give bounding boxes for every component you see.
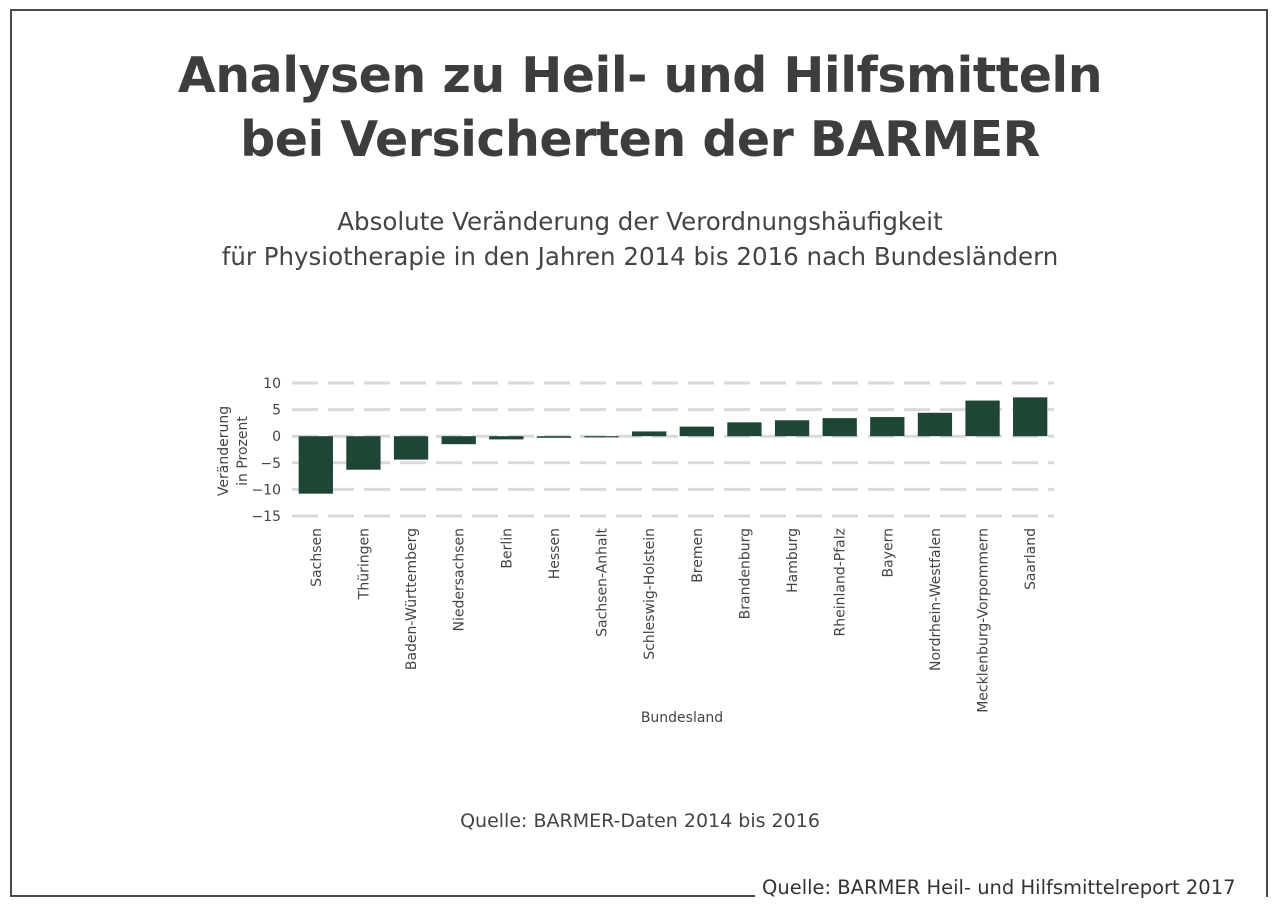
x-tick-label: Schleswig-Holstein xyxy=(642,528,658,660)
subtitle-line-2: für Physiotherapie in den Jahren 2014 bi… xyxy=(221,242,1059,271)
outer-frame xyxy=(10,9,1268,897)
x-tick-label: Niedersachsen xyxy=(452,528,468,631)
bar-brandenburg xyxy=(727,422,762,437)
x-tick-label: Sachsen-Anhalt xyxy=(595,527,611,636)
title-line-1: Analysen zu Heil- und Hilfsmitteln xyxy=(177,47,1103,104)
bar-nordrhein-westfalen xyxy=(917,412,953,437)
x-axis-label: Bundesland xyxy=(641,710,723,726)
bar-bremen xyxy=(679,426,714,437)
bar-baden-württemberg xyxy=(393,436,429,460)
bar-saarland xyxy=(1013,397,1048,437)
x-tick-label: Hessen xyxy=(547,528,563,579)
bar-mecklenburg-vorpommern xyxy=(965,400,1000,437)
x-tick-label: Bayern xyxy=(880,528,896,577)
title-line-2: bei Versicherten der BARMER xyxy=(240,111,1040,168)
y-axis-label-line-1: Veränderung xyxy=(216,406,232,496)
y-tick-label: 10 xyxy=(263,376,281,392)
x-tick-label: Sachsen xyxy=(309,528,325,587)
x-tick-label: Mecklenburg-Vorpommern xyxy=(976,528,992,713)
y-tick-labels: 10 5 0 −5 −10 −15 xyxy=(251,376,281,525)
x-tick-label: Baden-Württemberg xyxy=(404,528,420,670)
bar-hessen xyxy=(536,436,572,438)
y-tick-label: −15 xyxy=(251,509,281,525)
frame-bottom-line xyxy=(10,895,755,897)
bar-rheinland-pfalz xyxy=(822,418,857,437)
y-tick-label: 0 xyxy=(272,429,281,445)
page-title: Analysen zu Heil- und Hilfsmitteln bei V… xyxy=(0,44,1280,172)
chart-source: Quelle: BARMER-Daten 2014 bis 2016 xyxy=(460,810,820,832)
bar-berlin xyxy=(489,436,524,440)
bar-niedersachsen xyxy=(441,436,476,445)
x-tick-label: Hamburg xyxy=(785,528,801,593)
x-tick-labels: Sachsen Thüringen Baden-Württemberg Nieders… xyxy=(309,527,1039,712)
y-tick-label: 5 xyxy=(272,403,281,419)
x-tick-label: Bremen xyxy=(690,528,706,583)
bars xyxy=(298,397,1048,494)
bar-schleswig-holstein xyxy=(632,431,667,437)
bar-bayern xyxy=(870,417,905,437)
x-tick-label: Berlin xyxy=(499,528,515,569)
bar-sachsen-anhalt xyxy=(584,436,619,438)
y-tick-label: −5 xyxy=(260,456,281,472)
y-tick-label: −10 xyxy=(251,482,281,498)
subtitle-line-1: Absolute Veränderung der Verordnungshäuf… xyxy=(337,207,943,236)
x-tick-label: Nordrhein-Westfalen xyxy=(928,528,944,671)
bar-thüringen xyxy=(346,436,381,470)
x-tick-label: Thüringen xyxy=(356,528,372,600)
report-source: Quelle: BARMER Heil- und Hilfsmittelrepo… xyxy=(762,876,1236,899)
y-axis-label-line-2: in Prozent xyxy=(235,416,251,486)
x-tick-label: Rheinland-Pfalz xyxy=(833,528,849,636)
bar-sachsen xyxy=(298,436,333,494)
x-tick-label: Brandenburg xyxy=(737,528,753,619)
bar-hamburg xyxy=(774,420,810,437)
chart-subtitle: Absolute Veränderung der Verordnungshäuf… xyxy=(0,204,1280,274)
x-tick-label: Saarland xyxy=(1023,528,1039,590)
